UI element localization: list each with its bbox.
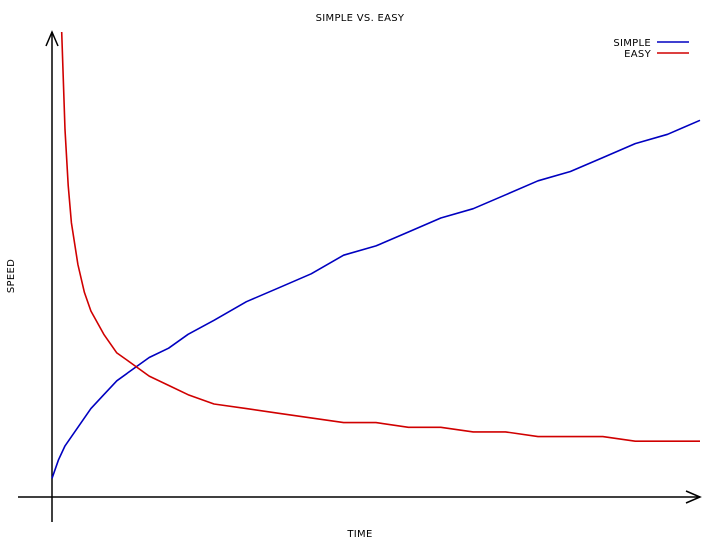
series-line-simple — [51, 119, 701, 479]
series-layer — [51, 31, 701, 479]
x-axis-label: TIME — [346, 529, 372, 540]
series-line-easy — [60, 31, 700, 443]
axes — [18, 30, 702, 522]
y-axis-label: SPEED — [6, 259, 17, 293]
legend: SIMPLE EASY — [613, 38, 689, 60]
y-axis-arrow — [45, 30, 59, 47]
x-axis-arrow — [685, 490, 702, 504]
chart-title: SIMPLE VS. EASY — [316, 13, 405, 24]
legend-label-easy: EASY — [624, 49, 651, 60]
legend-label-simple: SIMPLE — [613, 38, 651, 49]
